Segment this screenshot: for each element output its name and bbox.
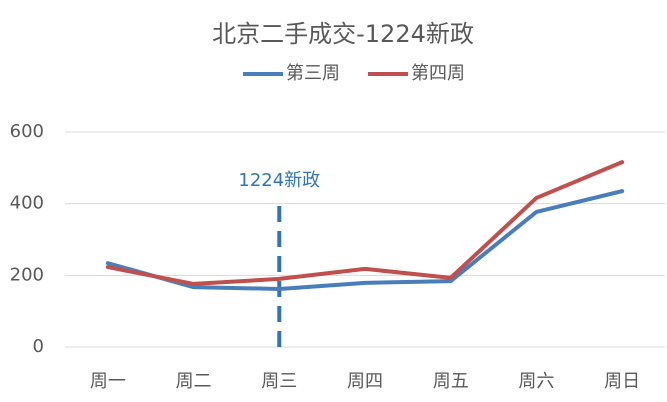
chart-title: 北京二手成交-1224新政 xyxy=(212,20,474,48)
x-tick-label: 周三 xyxy=(261,371,297,392)
line xyxy=(105,189,625,291)
y-tick-label: 200 xyxy=(10,264,44,285)
x-tick-label: 周二 xyxy=(176,371,212,392)
annotation-text: 1224新政 xyxy=(238,170,320,191)
line xyxy=(105,160,625,286)
legend-label: 第三周 xyxy=(286,63,340,84)
y-tick-label: 600 xyxy=(10,121,44,142)
y-tick-label: 400 xyxy=(10,193,44,214)
x-tick-label: 周六 xyxy=(518,371,554,392)
x-tick-label: 周日 xyxy=(604,371,640,392)
x-tick-label: 周四 xyxy=(347,371,383,392)
legend-label: 第四周 xyxy=(411,63,465,84)
y-tick-label: 0 xyxy=(33,336,44,357)
x-tick-label: 周一 xyxy=(90,371,126,392)
x-tick-label: 周五 xyxy=(433,371,469,392)
